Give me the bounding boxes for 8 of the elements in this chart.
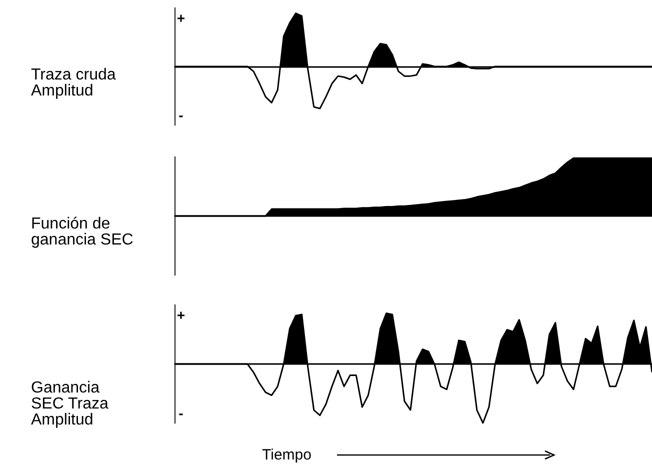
annotation: +: [176, 10, 186, 26]
y-axis-title: Función de ganancia SEC: [31, 216, 134, 248]
x-axis-title: Tiempo: [262, 446, 312, 464]
annotation: -: [178, 405, 184, 421]
annotation: +: [176, 307, 186, 323]
y-axis-title: Ganancia SEC Traza Amplitud: [31, 380, 113, 428]
annotation: -: [178, 107, 184, 123]
y-axis-title: Traza cruda Amplitud: [31, 66, 120, 100]
